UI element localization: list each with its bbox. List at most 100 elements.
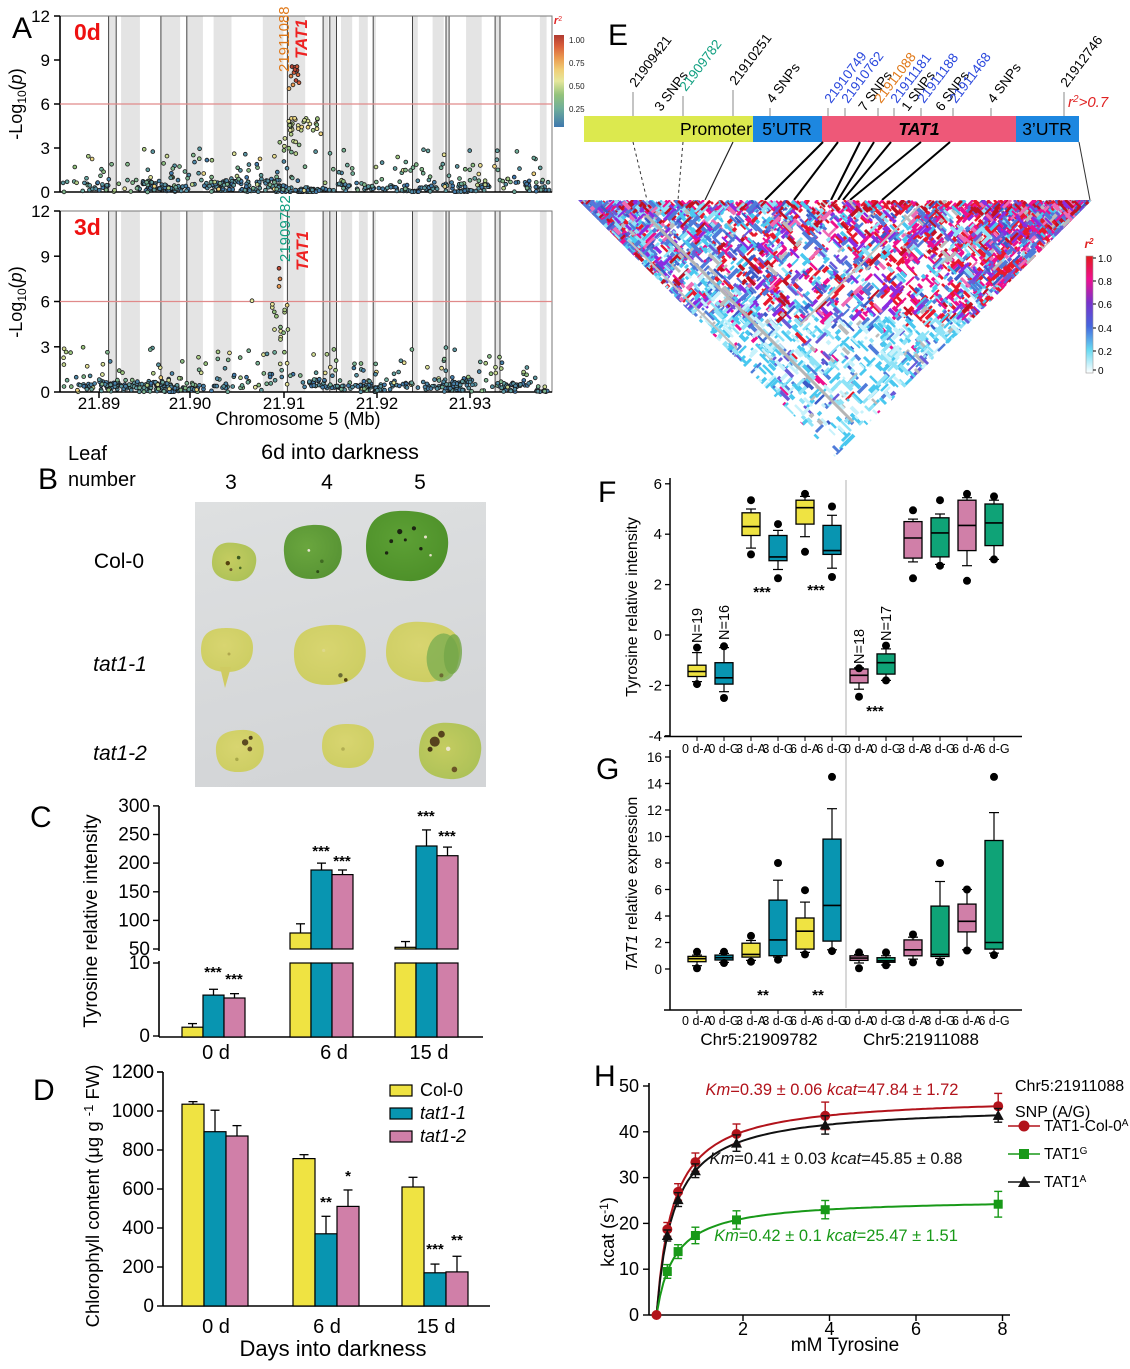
svg-text:***: *** <box>426 1241 444 1258</box>
svg-text:12: 12 <box>31 202 50 221</box>
svg-text:0 d-G: 0 d-G <box>870 742 901 756</box>
svg-text:6 d-A: 6 d-A <box>790 1014 821 1028</box>
svg-text:30: 30 <box>619 1168 639 1188</box>
svg-text:Col-0: Col-0 <box>94 550 144 573</box>
svg-text:0.75: 0.75 <box>569 59 585 68</box>
svg-text:3: 3 <box>41 139 50 158</box>
svg-text:0 d-A: 0 d-A <box>844 742 875 756</box>
svg-text:0: 0 <box>654 962 662 977</box>
svg-text:1.0: 1.0 <box>1098 254 1112 265</box>
svg-text:0: 0 <box>41 383 50 402</box>
svg-text:0 d: 0 d <box>202 1042 230 1064</box>
svg-text:F: F <box>598 476 616 509</box>
svg-text:-Log10(p): -Log10(p) <box>6 266 29 337</box>
svg-text:15 d: 15 d <box>417 1316 456 1338</box>
svg-text:TAT1: TAT1 <box>293 231 312 271</box>
svg-text:9: 9 <box>41 247 50 266</box>
svg-text:6: 6 <box>654 883 662 898</box>
svg-text:0.2: 0.2 <box>1098 347 1112 358</box>
svg-text:6 d-A: 6 d-A <box>952 742 983 756</box>
svg-text:2: 2 <box>654 936 662 951</box>
svg-text:6 d-G: 6 d-G <box>978 1014 1009 1028</box>
svg-text:***: *** <box>225 971 243 988</box>
svg-text:***: *** <box>417 808 435 825</box>
svg-text:***: *** <box>312 843 330 860</box>
svg-text:Km=0.42 ± 0.1 kcat=25.47 ± 1.5: Km=0.42 ± 0.1 kcat=25.47 ± 1.51 <box>714 1227 958 1245</box>
svg-text:3 d-A: 3 d-A <box>736 1014 767 1028</box>
svg-text:6 d-G: 6 d-G <box>816 742 847 756</box>
svg-text:A: A <box>12 12 32 45</box>
svg-text:400: 400 <box>122 1218 154 1239</box>
svg-text:B: B <box>38 463 58 496</box>
svg-text:4: 4 <box>654 526 662 543</box>
svg-text:***: *** <box>204 964 222 981</box>
svg-text:D: D <box>33 1074 55 1107</box>
svg-text:-4: -4 <box>649 728 662 745</box>
svg-text:Tyrosine relative intensity: Tyrosine relative intensity <box>81 814 102 1028</box>
svg-text:3 d-G: 3 d-G <box>762 1014 793 1028</box>
svg-text:6 d-A: 6 d-A <box>952 1014 983 1028</box>
svg-text:6: 6 <box>654 476 662 493</box>
svg-text:-Log10(p): -Log10(p) <box>6 68 29 139</box>
svg-text:tat1-1: tat1-1 <box>420 1103 466 1123</box>
svg-text:3 d-G: 3 d-G <box>924 1014 955 1028</box>
svg-text:10: 10 <box>619 1259 639 1279</box>
svg-text:3: 3 <box>41 338 50 357</box>
svg-text:***: *** <box>438 828 456 845</box>
svg-text:0: 0 <box>654 627 662 644</box>
svg-text:3 d-A: 3 d-A <box>898 1014 929 1028</box>
svg-text:0: 0 <box>143 1296 154 1317</box>
svg-text:tat1-2: tat1-2 <box>93 742 147 765</box>
svg-text:0.6: 0.6 <box>1098 300 1112 311</box>
svg-text:1200: 1200 <box>112 1062 154 1083</box>
svg-text:21911088: 21911088 <box>276 6 293 72</box>
svg-text:3 d-G: 3 d-G <box>924 742 955 756</box>
svg-text:**: ** <box>812 987 824 1004</box>
svg-text:8: 8 <box>997 1319 1007 1339</box>
svg-text:50: 50 <box>619 1076 639 1096</box>
svg-text:mM Tyrosine: mM Tyrosine <box>791 1335 899 1356</box>
svg-text:6d into darkness: 6d into darkness <box>261 440 419 464</box>
svg-text:0.4: 0.4 <box>1098 324 1112 335</box>
svg-text:15 d: 15 d <box>410 1042 449 1064</box>
svg-text:**: ** <box>320 1194 332 1211</box>
svg-text:Tyrosine relative intensity: Tyrosine relative intensity <box>624 517 641 697</box>
svg-text:Chr5:21911088: Chr5:21911088 <box>863 1030 979 1049</box>
svg-text:4: 4 <box>321 471 333 494</box>
svg-text:250: 250 <box>118 825 150 846</box>
svg-text:1000: 1000 <box>112 1101 154 1122</box>
svg-text:14: 14 <box>647 777 663 792</box>
svg-text:3 d-A: 3 d-A <box>898 742 929 756</box>
svg-text:9: 9 <box>41 51 50 70</box>
svg-text:N=18: N=18 <box>852 629 868 664</box>
svg-text:6 d-A: 6 d-A <box>790 742 821 756</box>
svg-text:50: 50 <box>129 939 150 960</box>
svg-text:Col-0: Col-0 <box>420 1080 463 1100</box>
svg-text:6 d-G: 6 d-G <box>816 1014 847 1028</box>
svg-text:2: 2 <box>738 1319 748 1339</box>
svg-text:6: 6 <box>41 95 50 114</box>
svg-text:H: H <box>594 1060 616 1093</box>
svg-text:40: 40 <box>619 1122 639 1142</box>
svg-text:3: 3 <box>225 471 237 494</box>
svg-text:6 d: 6 d <box>320 1042 348 1064</box>
svg-text:3 d-A: 3 d-A <box>736 742 767 756</box>
svg-text:150: 150 <box>118 882 150 903</box>
svg-text:r2: r2 <box>554 15 562 27</box>
svg-text:E: E <box>608 19 628 52</box>
svg-text:Chr5:21909782: Chr5:21909782 <box>700 1030 817 1049</box>
svg-text:1.00: 1.00 <box>569 36 585 45</box>
svg-text:Km=0.41 ± 0.03 kcat=45.85 ± 0.: Km=0.41 ± 0.03 kcat=45.85 ± 0.88 <box>710 1150 963 1168</box>
svg-text:*: * <box>345 1168 351 1185</box>
svg-text:6 d: 6 d <box>313 1316 341 1338</box>
svg-text:TAT1: TAT1 <box>292 19 311 59</box>
svg-text:G: G <box>596 753 619 786</box>
svg-text:200: 200 <box>118 853 150 874</box>
svg-text:N=16: N=16 <box>717 605 733 640</box>
svg-text:N=19: N=19 <box>690 608 706 643</box>
svg-text:200: 200 <box>122 1257 154 1278</box>
svg-text:21.91: 21.91 <box>263 394 306 413</box>
svg-text:0 d-G: 0 d-G <box>708 742 739 756</box>
svg-text:3’UTR: 3’UTR <box>1022 119 1072 139</box>
svg-text:r2: r2 <box>1084 237 1094 251</box>
